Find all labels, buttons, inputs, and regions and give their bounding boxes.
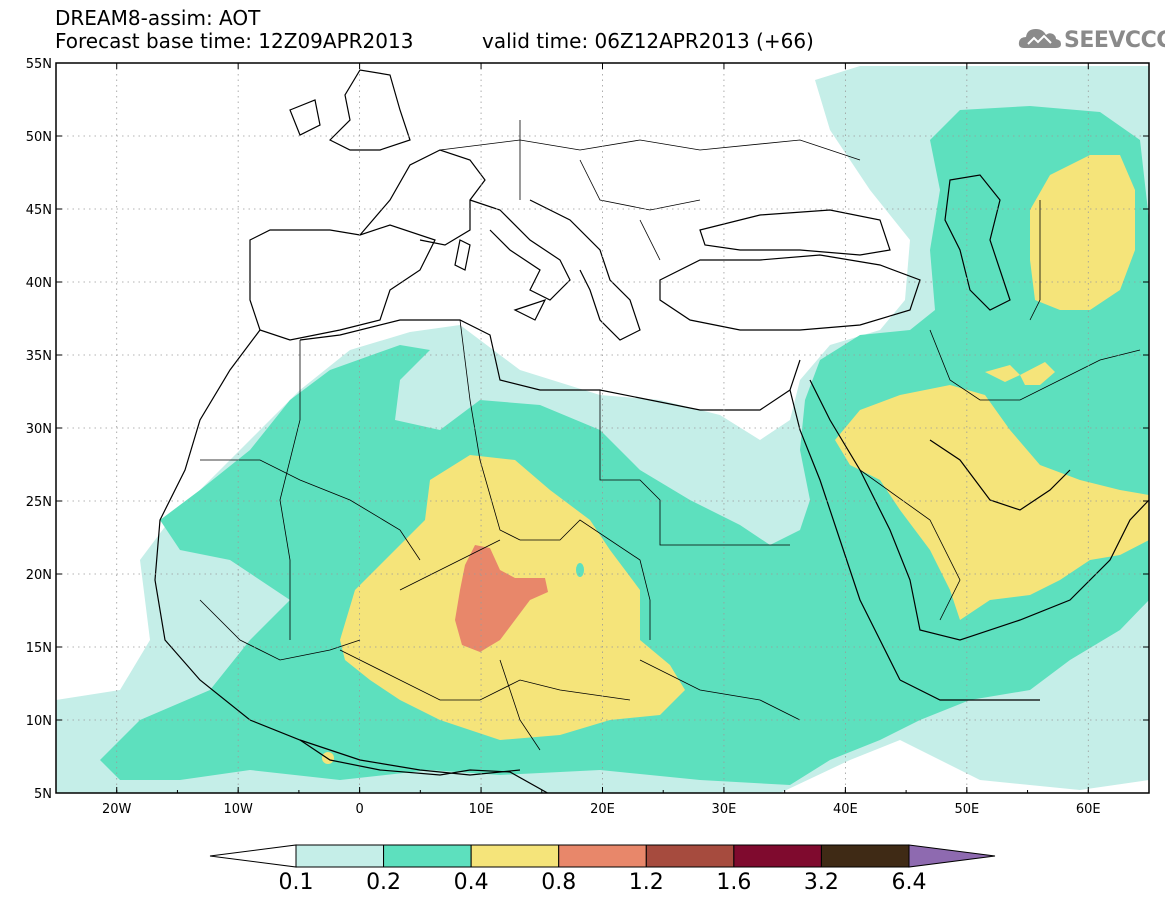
lon-label: 20W [102, 802, 132, 817]
legend-swatch [558, 844, 647, 868]
lake-feature [576, 563, 584, 577]
legend-swatch-above [908, 844, 996, 868]
forecast-base-time: Forecast base time: 12Z09APR2013 [55, 29, 414, 53]
lon-label: 20E [590, 802, 615, 817]
logo-text: SEEVCCC [1064, 28, 1165, 53]
lat-label: 55N [26, 57, 52, 72]
legend-swatch [470, 844, 560, 868]
coastlines [154, 69, 1149, 793]
aot-contours [56, 66, 1149, 793]
lat-label: 15N [26, 641, 52, 656]
lon-label: 10E [469, 802, 494, 817]
legend-swatch [820, 844, 910, 868]
lon-label: 10W [223, 802, 253, 817]
lat-label: 25N [26, 495, 52, 510]
legend-swatch [733, 844, 822, 868]
legend-label: 3.2 [804, 870, 839, 895]
lat-label: 10N [26, 714, 52, 729]
map-title: DREAM8-assim: AOT [55, 6, 261, 30]
lon-label: 60E [1076, 802, 1101, 817]
lat-label: 50N [26, 130, 52, 145]
legend-label: 0.8 [541, 870, 576, 895]
lon-label: 0 [355, 802, 363, 817]
lat-label: 20N [26, 568, 52, 583]
valid-time: valid time: 06Z12APR2013 (+66) [482, 29, 814, 53]
legend-swatch-below [209, 844, 297, 868]
country-borders [199, 120, 1141, 751]
seevccc-logo: SEEVCCC [1018, 24, 1165, 56]
latitude-labels: 55N 50N 45N 40N 35N 30N 25N 20N 15N 10N 5N [26, 57, 52, 802]
legend-label: 0.4 [454, 870, 489, 895]
axis-ticks [55, 62, 1150, 794]
lat-label: 5N [34, 787, 52, 802]
legend-label: 0.2 [366, 870, 401, 895]
longitude-labels: 20W 10W 0 10E 20E 30E 40E 50E 60E [102, 802, 1101, 817]
lat-label: 35N [26, 349, 52, 364]
legend-labels: 0.1 0.2 0.4 0.8 1.2 1.6 3.2 6.4 [279, 870, 927, 895]
legend-swatch [645, 844, 735, 868]
legend-label: 1.2 [629, 870, 664, 895]
lon-label: 40E [833, 802, 858, 817]
lat-label: 40N [26, 276, 52, 291]
lat-label: 45N [26, 203, 52, 218]
aot-band-0.8 [455, 545, 548, 652]
legend-label: 1.6 [716, 870, 751, 895]
cloud-icon [1018, 29, 1061, 48]
lat-label: 30N [26, 422, 52, 437]
aot-legend [209, 844, 996, 868]
legend-label: 0.1 [279, 870, 314, 895]
lon-label: 50E [954, 802, 979, 817]
graticule [56, 63, 1149, 793]
legend-swatch [383, 844, 472, 868]
lon-label: 30E [712, 802, 737, 817]
legend-swatch [295, 844, 385, 868]
legend-label: 6.4 [892, 870, 927, 895]
